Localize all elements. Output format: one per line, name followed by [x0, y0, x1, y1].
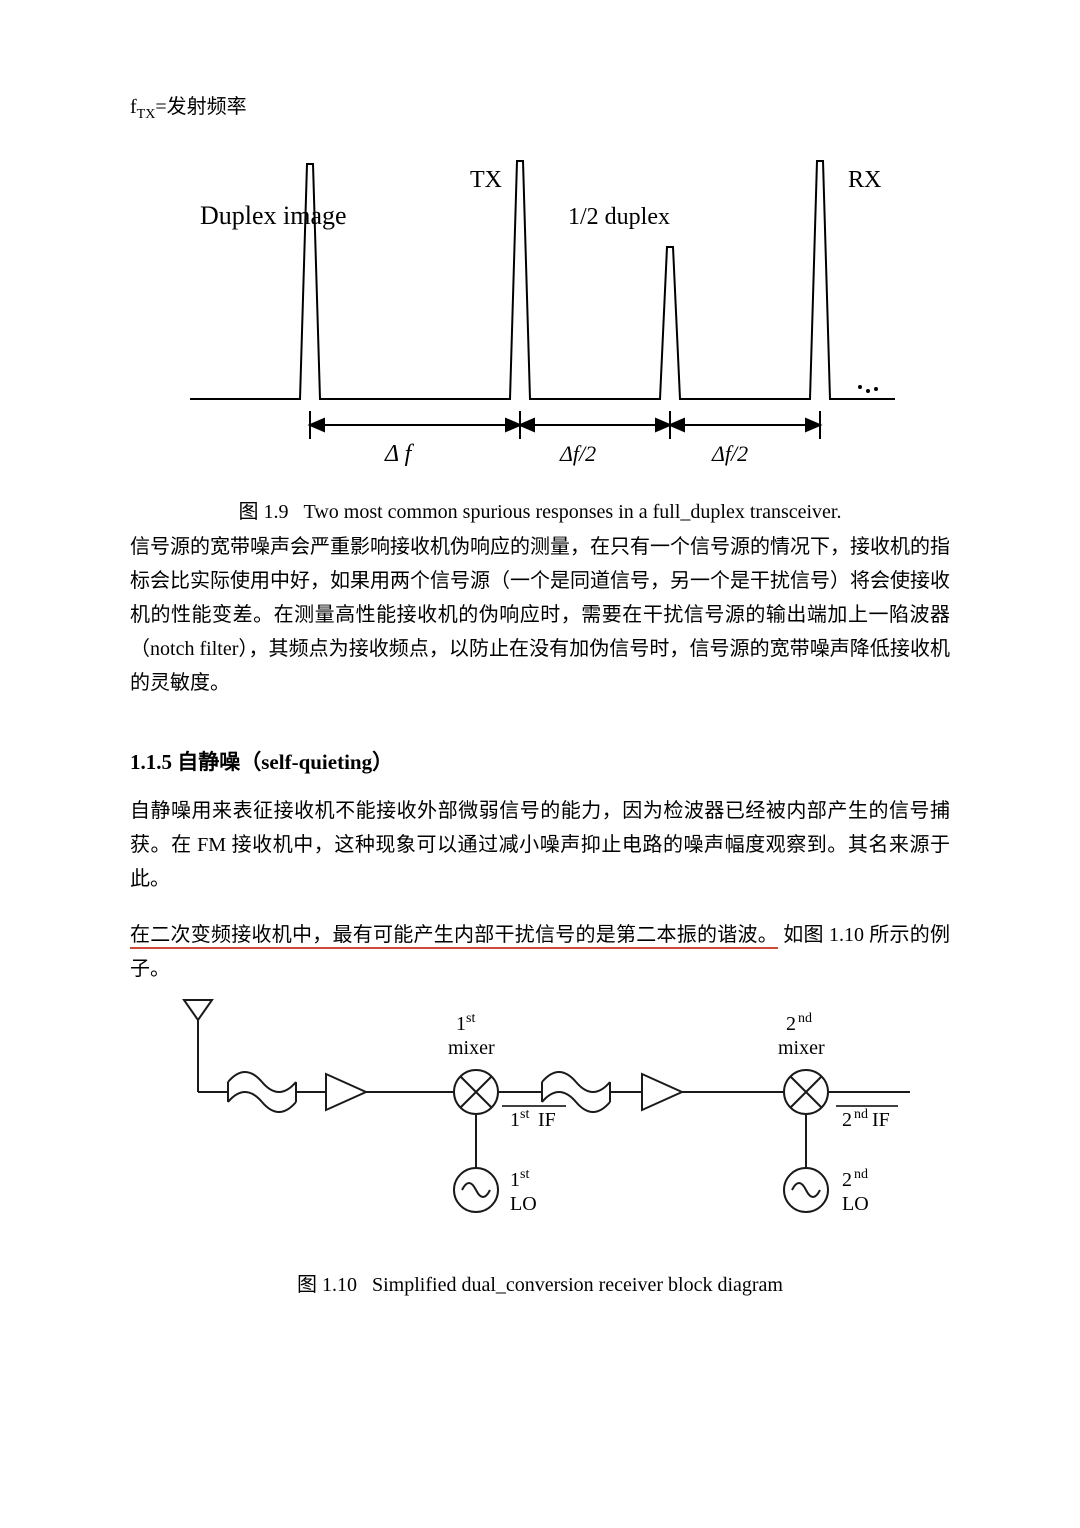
paragraph-self-quieting: 自静噪用来表征接收机不能接收外部微弱信号的能力，因为检波器已经被内部产生的信号捕…: [130, 794, 950, 896]
label-delta-f-half-right: Δf/2: [711, 441, 748, 466]
figure-1-10: 1 st mixer 2 nd mixer 1 st IF 2 nd IF 1 …: [150, 992, 930, 1252]
label-1st-if-num: 1: [510, 1109, 520, 1131]
label-2nd-if-word: IF: [872, 1109, 890, 1131]
page: fTX=发射频率: [0, 0, 1080, 1528]
label-delta-f: Δ f: [384, 441, 415, 467]
formula-rest: =发射频率: [155, 96, 246, 118]
label-2nd-mixer-word: mixer: [778, 1037, 825, 1059]
label-1st-mixer-num: 1: [456, 1013, 466, 1035]
caption-1-9-prefix: 图 1.9: [239, 501, 289, 523]
caption-1-10-prefix: 图 1.10: [297, 1274, 357, 1296]
label-1st-lo-suffix: st: [520, 1167, 529, 1182]
label-half-duplex: 1/2 duplex: [568, 204, 670, 230]
paragraph-second-conversion: 在二次变频接收机中，最有可能产生内部干扰信号的是第二本振的谐波。 如图 1.10…: [130, 918, 950, 986]
formula-subscript: TX: [137, 107, 156, 122]
label-2nd-mixer-num: 2: [786, 1013, 796, 1035]
label-tx: TX: [470, 167, 502, 193]
label-1st-lo-num: 1: [510, 1169, 520, 1191]
section-heading-1-1-5: 1.1.5 自静噪（self-quieting）: [130, 746, 950, 776]
label-duplex-image: Duplex image: [200, 201, 347, 230]
label-delta-f-half-left: Δf/2: [559, 441, 596, 466]
caption-1-9-text: Two most common spurious responses in a …: [304, 501, 842, 523]
paragraph-after-1-9: 信号源的宽带噪声会严重影响接收机伪响应的测量，在只有一个信号源的情况下，接收机的…: [130, 530, 950, 700]
label-1st-mixer-suffix: st: [466, 1011, 475, 1026]
label-2nd-lo-suffix: nd: [854, 1167, 868, 1182]
label-2nd-if-num: 2: [842, 1109, 852, 1131]
label-rx: RX: [848, 167, 881, 193]
caption-figure-1-9: 图 1.9 Two most common spurious responses…: [130, 495, 950, 524]
underlined-sentence: 在二次变频接收机中，最有可能产生内部干扰信号的是第二本振的谐波。: [130, 924, 778, 949]
formula-prefix: f: [130, 96, 137, 118]
figure-1-9: Duplex image TX 1/2 duplex RX Δ f Δf/2 Δ…: [160, 139, 920, 479]
label-2nd-lo-word: LO: [842, 1193, 869, 1215]
label-1st-if-suffix: st: [520, 1107, 529, 1122]
label-2nd-mixer-suffix: nd: [798, 1011, 812, 1026]
label-1st-lo-word: LO: [510, 1193, 537, 1215]
label-1st-if-word: IF: [538, 1109, 556, 1131]
caption-figure-1-10: 图 1.10 Simplified dual_conversion receiv…: [130, 1268, 950, 1297]
label-2nd-if-suffix: nd: [854, 1107, 868, 1122]
label-2nd-lo-num: 2: [842, 1169, 852, 1191]
caption-1-10-text: Simplified dual_conversion receiver bloc…: [372, 1274, 783, 1296]
label-1st-mixer-word: mixer: [448, 1037, 495, 1059]
formula-ftx: fTX=发射频率: [130, 90, 950, 123]
